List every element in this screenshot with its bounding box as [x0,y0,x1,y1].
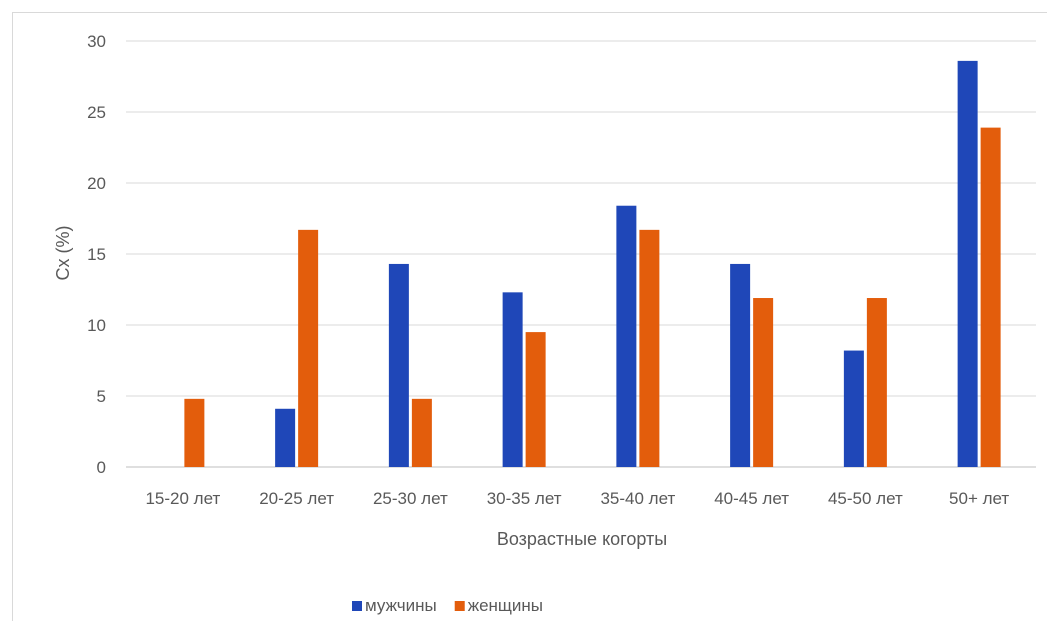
y-axis-title: Cx (%) [53,226,73,281]
bar-женщины-5 [753,298,774,467]
y-tick-label: 30 [87,32,106,51]
x-axis-ticks: 15-20 лет 20-25 лет 25-30 лет 30-35 лет 35-4… [145,489,1009,508]
legend-label-1: женщины [468,596,543,615]
y-tick-label: 20 [87,174,106,193]
bar-женщины-7 [980,127,1001,468]
bar-мужчины-3 [502,292,523,467]
bar-мужчины-5 [730,263,751,467]
x-tick-label: 25-30 лет [373,489,448,508]
y-tick-label: 15 [87,245,106,264]
gridlines [126,40,1036,468]
x-tick-label: 50+ лет [949,489,1009,508]
x-tick-label: 30-35 лет [487,489,562,508]
legend: мужчины женщины [352,596,543,615]
bar-мужчины-1 [275,408,296,467]
bar-мужчины-7 [957,60,978,467]
bars [184,60,1001,468]
x-tick-label: 15-20 лет [145,489,220,508]
bar-женщины-2 [411,398,432,467]
legend-label-0: мужчины [365,596,437,615]
x-tick-label: 35-40 лет [600,489,675,508]
x-tick-label: 45-50 лет [828,489,903,508]
chart-frame [12,12,1047,621]
bar-женщины-1 [298,229,319,467]
bar-мужчины-6 [843,350,864,467]
legend-swatch-1 [454,601,465,611]
legend-swatch-0 [352,601,362,611]
bar-женщины-3 [525,332,546,467]
bar-женщины-0 [184,398,205,467]
y-tick-label: 0 [97,458,106,477]
x-axis-title: Возрастные когорты [497,529,667,549]
x-tick-label: 40-45 лет [714,489,789,508]
y-tick-label: 10 [87,316,106,335]
bar-женщины-4 [639,229,660,467]
bar-женщины-6 [866,298,887,467]
bar-мужчины-2 [388,263,409,467]
bar-мужчины-4 [616,205,637,467]
y-axis-ticks: 0 5 10 15 20 25 30 [87,32,106,477]
x-tick-label: 20-25 лет [259,489,334,508]
y-tick-label: 5 [97,387,106,406]
y-tick-label: 25 [87,103,106,122]
